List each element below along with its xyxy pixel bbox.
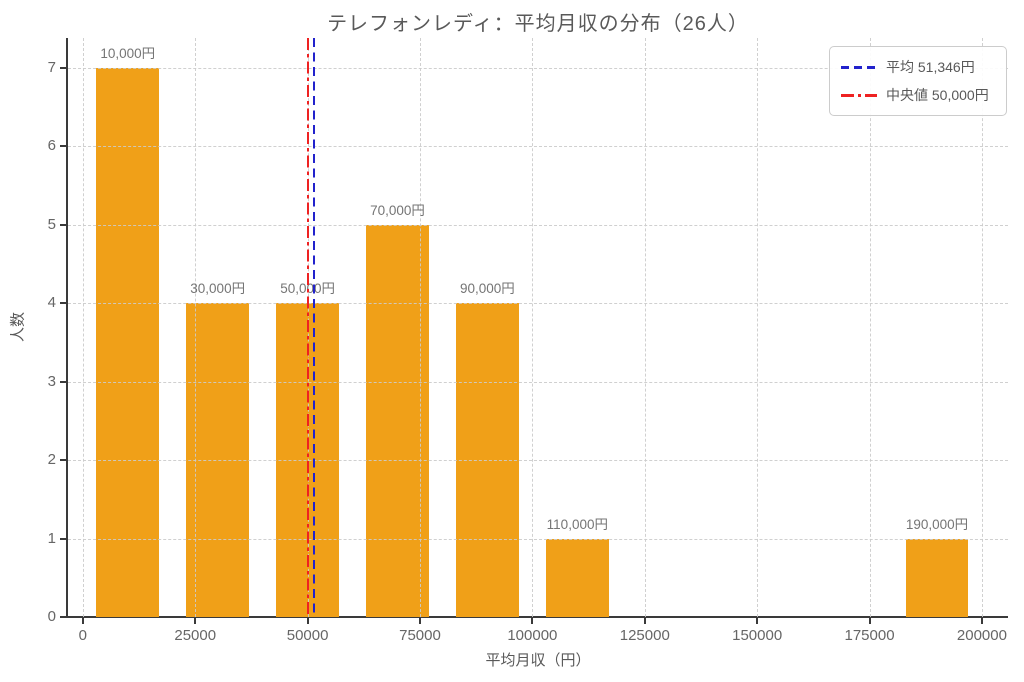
y-tick-label: 6 <box>47 137 56 155</box>
x-gridline <box>981 38 983 617</box>
median-reference-line <box>306 38 309 617</box>
y-tick-mark <box>60 459 68 462</box>
x-gridline <box>532 38 534 617</box>
y-tick-label: 5 <box>47 215 56 233</box>
x-gridline <box>419 38 421 617</box>
legend-label-mean: 平均 51,346円 <box>886 59 975 75</box>
y-tick-mark <box>60 616 68 618</box>
x-gridline <box>82 38 84 617</box>
bar-value-label: 110,000円 <box>546 516 608 532</box>
y-tick-label: 0 <box>47 608 56 625</box>
bar-10,000円 <box>96 67 160 617</box>
x-tick-label: 125000 <box>619 627 670 644</box>
x-tick-mark <box>980 617 983 624</box>
x-tick-label: 0 <box>78 627 88 644</box>
bar-value-label: 190,000円 <box>905 516 969 532</box>
y-gridline <box>68 538 1008 540</box>
x-tick-label: 175000 <box>844 627 895 644</box>
x-gridline <box>869 38 871 617</box>
bar-value-label: 10,000円 <box>100 45 156 61</box>
y-tick-label: 1 <box>47 529 56 547</box>
y-gridline <box>68 146 1008 148</box>
bar-value-label: 90,000円 <box>460 281 515 297</box>
y-gridline <box>68 460 1008 462</box>
bar-190,000円 <box>905 538 969 617</box>
median-line-swatch-icon <box>841 93 877 97</box>
x-tick-label: 200000 <box>956 627 1007 644</box>
y-axis-spine <box>66 38 68 618</box>
x-gridline <box>195 38 197 617</box>
x-tick-label: 150000 <box>732 627 783 644</box>
y-tick-label: 2 <box>47 451 56 469</box>
y-tick-mark <box>60 537 68 540</box>
x-tick-mark <box>306 617 309 624</box>
legend: 平均 51,346円 中央値 50,000円 <box>829 46 1007 116</box>
y-gridline <box>68 303 1008 305</box>
x-tick-label: 25000 <box>174 627 217 644</box>
x-axis-spine <box>66 616 1008 618</box>
bar-value-label: 70,000円 <box>370 202 425 218</box>
bar-70,000円 <box>366 224 429 617</box>
chart-title: テレフォンレディ：平均月収の分布（26人） <box>327 13 749 35</box>
y-tick-mark <box>60 145 68 148</box>
x-tick-label: 50000 <box>286 627 329 644</box>
x-tick-mark <box>531 617 534 624</box>
x-tick-mark <box>643 617 646 624</box>
x-tick-mark <box>868 617 871 624</box>
bar-110,000円 <box>545 538 609 617</box>
y-gridline <box>68 67 1008 69</box>
x-tick-mark <box>418 617 421 624</box>
y-tick-mark <box>60 223 68 226</box>
x-tick-mark <box>194 617 197 624</box>
y-tick-label: 4 <box>47 294 56 312</box>
mean-line-swatch-icon <box>841 65 877 69</box>
legend-item-median: 中央値 50,000円 <box>841 85 995 105</box>
x-axis-label: 平均月収（円） <box>485 652 591 669</box>
y-gridline <box>68 224 1008 226</box>
x-tick-mark <box>756 617 759 624</box>
legend-item-mean: 平均 51,346円 <box>841 57 995 77</box>
mean-reference-line <box>312 38 315 617</box>
y-tick-mark <box>60 380 68 383</box>
y-tick-label: 3 <box>47 372 56 390</box>
y-gridline <box>68 381 1008 383</box>
x-gridline <box>644 38 646 617</box>
plot-area: 10,000円30,000円50,000円70,000円90,000円110,0… <box>48 38 1008 644</box>
x-tick-label: 75000 <box>399 627 441 644</box>
x-tick-mark <box>81 617 84 624</box>
y-tick-mark <box>60 302 68 305</box>
x-gridline <box>757 38 759 617</box>
legend-label-median: 中央値 50,000円 <box>886 87 989 103</box>
x-tick-label: 100000 <box>507 627 558 644</box>
y-tick-label: 7 <box>47 58 56 76</box>
y-tick-mark <box>60 66 68 69</box>
bar-value-label: 30,000円 <box>190 281 246 297</box>
y-axis-label: 人数 <box>9 311 27 343</box>
